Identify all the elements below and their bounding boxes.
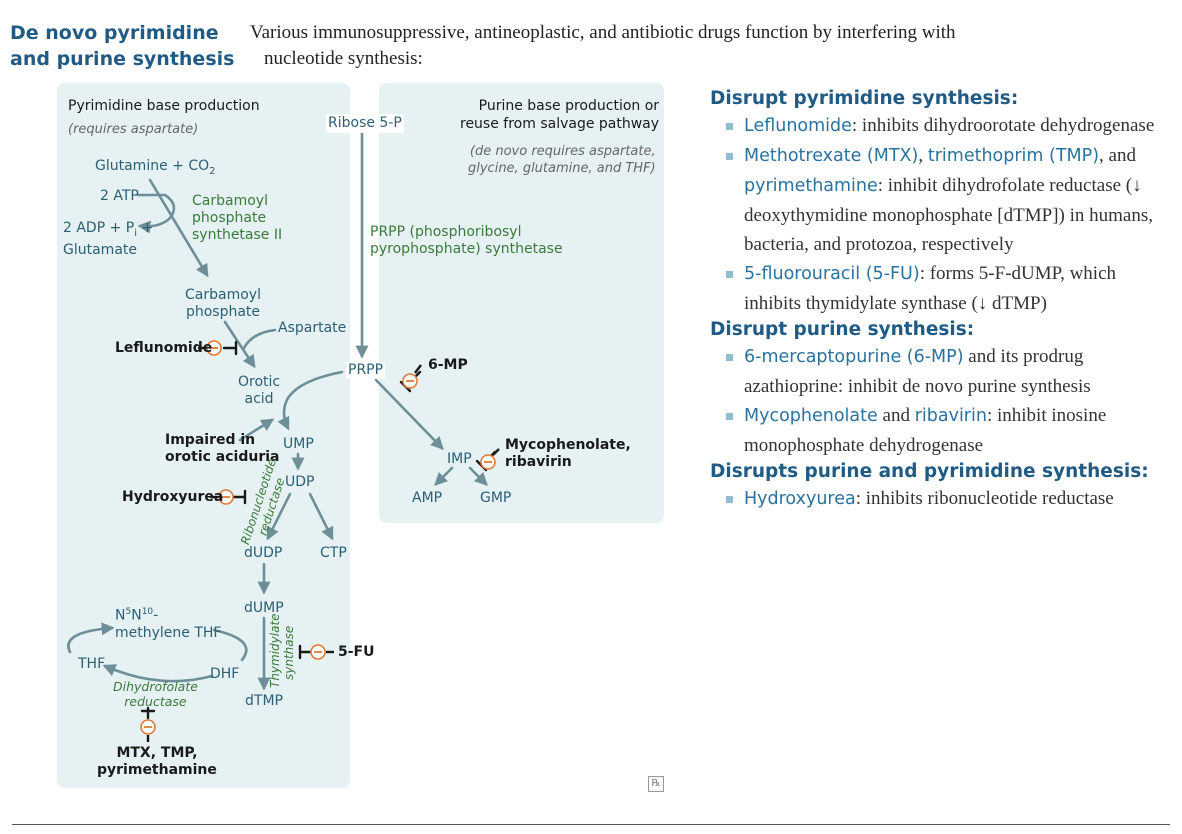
label-5fu: 5-FU [338, 644, 375, 660]
list-item-6mp: 6-mercaptopurine (6-MP) and its prodrug … [710, 342, 1170, 401]
bullet-icon [726, 271, 733, 278]
label-2atp: 2 ATP [100, 188, 139, 204]
list-item-hydroxyurea: Hydroxyurea: inhibits ribonucleotide red… [710, 484, 1170, 514]
intro-line2: nucleotide synthesis: [264, 48, 423, 69]
label-dhf: DHF [210, 666, 240, 682]
divider [12, 824, 1170, 825]
label-leflunomide: Leflunomide [115, 340, 213, 356]
label-udp: UDP [285, 474, 315, 490]
label-hydroxyurea: Hydroxyurea [122, 489, 224, 505]
label-impaired-orotic-aciduria: Impaired in orotic aciduria [165, 432, 280, 465]
section-title: De novo pyrimidine and purine synthesis [10, 20, 234, 72]
label-ump: UMP [283, 436, 314, 452]
inhibit-5fu-line [298, 644, 312, 660]
label-n5n10-methylene-thf: N5N10- methylene THF [115, 607, 222, 641]
pyrimidine-panel-subtitle: (requires aspartate) [68, 122, 199, 137]
label-prpp: PRPP [346, 362, 386, 379]
purine-panel-subtitle: (de novo requires aspartate, glycine, gl… [468, 144, 656, 176]
intro-text: Various immunosuppressive, antineoplasti… [250, 20, 1130, 72]
arrow-udp-to-ctp [308, 492, 334, 541]
drug-name: Mycophenolate [744, 406, 878, 426]
drug-name: pyrimethamine [744, 176, 878, 196]
inhibit-mtx-line [140, 706, 156, 720]
rx-icon: ℞ [648, 776, 664, 792]
drug-name: 5-fluorouracil (5-FU) [744, 264, 920, 284]
label-6mp: 6-MP [428, 357, 468, 373]
inhibitor-symbols [140, 340, 496, 735]
arrow-thf-to-methylene [67, 622, 115, 654]
bullet-icon [726, 413, 733, 420]
bullet-icon [726, 354, 733, 361]
heading-both: Disrupts purine and pyrimidine synthesis… [710, 461, 1149, 482]
label-dihydrofolate-reductase: Dihydrofolate reductase [113, 679, 198, 709]
drug-name: 6-mercaptopurine (6-MP) [744, 347, 964, 367]
inhibit-leflunomide-line [222, 340, 238, 356]
label-ribose-5p: Ribose 5-P [326, 114, 404, 133]
label-thf: THF [78, 656, 106, 672]
label-ctp: CTP [320, 545, 347, 561]
label-carbamoyl-phosphate: Carbamoyl phosphate [185, 287, 261, 320]
arrow-imp-to-gmp [468, 466, 488, 486]
label-glutamine-co2: Glutamine + CO2 [95, 158, 216, 177]
arrow-methylene-to-dhf [212, 628, 248, 662]
label-mtx-tmp-pyrimethamine: MTX, TMP, pyrimethamine [97, 745, 217, 778]
bullet-icon [726, 123, 733, 130]
label-gmp: GMP [480, 490, 512, 506]
arrow-dhf-to-thf [102, 664, 214, 683]
arrow-imp-to-amp [434, 466, 454, 486]
label-mycophenolate-ribavirin: Mycophenolate, ribavirin [505, 437, 631, 470]
section-title-line2: and purine synthesis [10, 48, 235, 70]
drug-summary: Disrupt pyrimidine synthesis: Leflunomid… [710, 87, 1170, 514]
drug-name: Leflunomide [744, 116, 852, 136]
label-dump: dUMP [244, 600, 284, 616]
label-dtmp: dTMP [245, 693, 283, 709]
arrow-prpp-to-imp [374, 378, 444, 450]
label-prpp-synthetase: PRPP (phosphoribosyl pyrophosphate) synt… [370, 224, 563, 257]
drug-name: Hydroxyurea [744, 489, 856, 509]
list-item-leflunomide: Leflunomide: inhibits dihydroorotate deh… [710, 111, 1170, 141]
intro-line1: Various immunosuppressive, antineoplasti… [250, 22, 956, 43]
label-aspartate: Aspartate [278, 320, 347, 336]
label-imp: IMP [447, 451, 472, 467]
arrow-carbamoyl-to-orotic [223, 320, 256, 369]
bullet-icon [726, 153, 733, 160]
purine-panel-title: Purine base production or reuse from sal… [460, 98, 660, 132]
list-item-mtx: Methotrexate (MTX), trimethoprim (TMP), … [710, 141, 1170, 259]
label-thymidylate-synthase: Thymidylate synthase [268, 613, 296, 688]
label-cps-ii: Carbamoyl phosphate synthetase II [192, 193, 283, 243]
label-orotic-acid: Orotic acid [238, 374, 281, 407]
arrow-udp-to-dudp [266, 492, 292, 541]
label-amp: AMP [412, 490, 443, 506]
drug-name: Methotrexate (MTX) [744, 146, 919, 166]
drug-name: trimethoprim (TMP) [927, 146, 1100, 166]
inhibit-hydroxyurea-line [231, 489, 247, 505]
pyrimidine-panel-title: Pyrimidine base production [68, 98, 260, 114]
arrow-atp-loop [136, 193, 176, 234]
arrow-aspartate-in [242, 328, 277, 350]
section-title-line1: De novo pyrimidine [10, 22, 219, 44]
heading-pyrimidine: Disrupt pyrimidine synthesis: [710, 88, 1019, 109]
label-dudp: dUDP [244, 545, 283, 561]
drug-name: ribavirin [914, 406, 987, 426]
bullet-icon [726, 496, 733, 503]
arrow-prpp-to-ump [277, 370, 344, 431]
heading-purine: Disrupt purine synthesis: [710, 319, 975, 340]
list-item-5fu: 5-fluorouracil (5-FU): forms 5-F-dUMP, w… [710, 259, 1170, 318]
list-item-mycophenolate: Mycophenolate and ribavirin: inhibit ino… [710, 401, 1170, 460]
arrow-impaired [238, 418, 275, 442]
label-2adp: 2 ADP + Pi + Glutamate [63, 220, 154, 258]
purine-panel [379, 83, 664, 523]
